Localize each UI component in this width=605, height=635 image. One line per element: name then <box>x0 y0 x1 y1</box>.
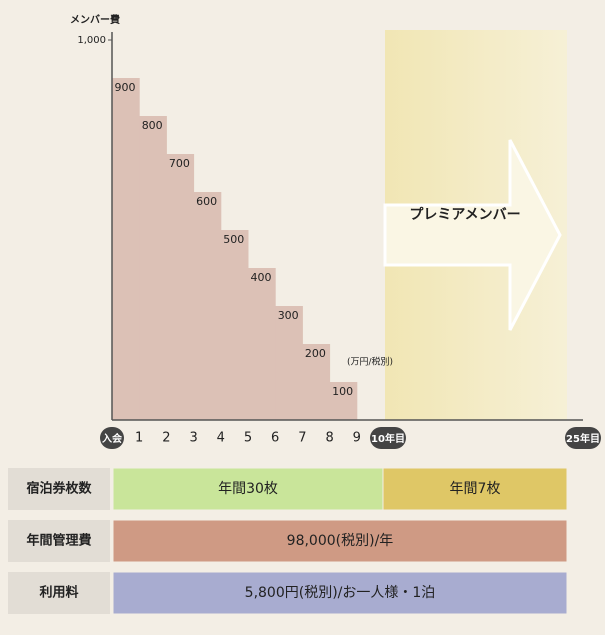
value-label: 200 <box>305 347 326 360</box>
x-tick-label: 25年目 <box>566 432 600 445</box>
x-tick-label: 10年目 <box>371 432 405 445</box>
x-tick-label: 8 <box>325 431 333 446</box>
table-cell <box>112 571 568 615</box>
x-tick-label: 5 <box>244 431 252 446</box>
x-tick-badge <box>370 427 406 449</box>
step-bar <box>275 306 303 420</box>
value-label: 100 <box>332 385 353 398</box>
step-bar <box>248 268 276 420</box>
y-axis-label: メンバー費 <box>70 13 120 26</box>
table-cell <box>112 467 384 511</box>
x-tick-label: 7 <box>298 431 306 446</box>
x-tick-badge <box>565 427 601 449</box>
x-tick-label: 6 <box>271 431 279 446</box>
value-label: 900 <box>115 81 136 94</box>
row-header <box>8 468 110 510</box>
step-bar <box>220 230 249 420</box>
x-tick-label: 2 <box>162 431 170 446</box>
value-label: 700 <box>169 157 190 170</box>
table-cell <box>382 467 568 511</box>
unit-note: (万円/税別) <box>347 356 393 368</box>
step-bar <box>166 154 195 420</box>
cell-text: 98,000(税別)/年 <box>287 533 394 549</box>
x-tick-label: 入会 <box>102 432 122 445</box>
value-label: 400 <box>251 271 272 284</box>
x-tick-badge <box>100 427 124 449</box>
value-label: 500 <box>223 233 244 246</box>
step-bar <box>112 78 140 420</box>
step-bar <box>302 344 331 420</box>
step-bar <box>139 116 167 420</box>
step-bar <box>193 192 222 420</box>
premium-arrow <box>383 139 562 331</box>
x-tick-label: 4 <box>217 431 225 446</box>
cell-text: 5,800円(税別)/お一人様・1泊 <box>245 585 436 601</box>
x-tick-label: 1 <box>135 431 143 446</box>
x-tick-label: 9 <box>353 431 361 446</box>
value-label: 300 <box>278 309 299 322</box>
row-label: 宿泊券枚数 <box>26 481 92 497</box>
premium-label: プレミアメンバー <box>409 207 520 223</box>
cell-text: 年間30枚 <box>218 481 278 497</box>
value-label: 600 <box>196 195 217 208</box>
x-tick-label: 3 <box>189 431 197 446</box>
row-header <box>8 572 110 614</box>
step-bar <box>329 382 358 420</box>
table-cell <box>112 519 568 563</box>
y-tick-label: 1,000 <box>77 35 106 46</box>
row-label: 利用料 <box>39 585 78 601</box>
row-header <box>8 520 110 562</box>
cell-text: 年間7枚 <box>450 481 501 497</box>
row-label: 年間管理費 <box>26 533 91 549</box>
value-label: 800 <box>142 119 163 132</box>
